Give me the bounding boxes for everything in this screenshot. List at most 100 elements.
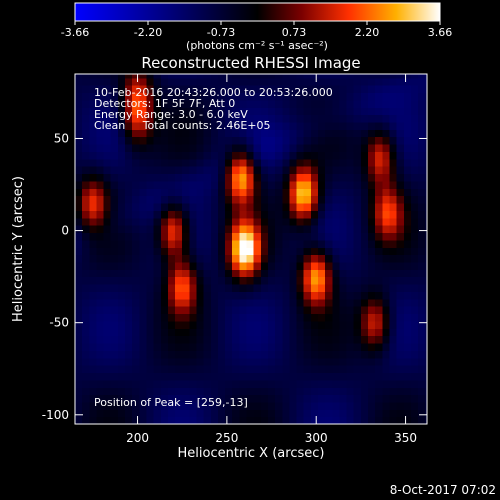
heatmap-cell — [360, 328, 369, 337]
heatmap-cell — [253, 254, 262, 263]
heatmap-cell — [175, 151, 183, 160]
heatmap-cell — [418, 394, 426, 403]
heatmap-cell — [368, 107, 376, 116]
heatmap-cell — [153, 350, 162, 359]
heatmap-cell — [425, 247, 427, 256]
heatmap-cell — [396, 298, 405, 307]
heatmap-cell — [267, 129, 276, 138]
heatmap-cell — [182, 387, 190, 396]
heatmap-cell — [418, 284, 426, 292]
heatmap-cell — [146, 166, 155, 175]
heatmap-cell — [75, 85, 83, 94]
heatmap-cell — [160, 121, 169, 130]
heatmap-cell — [239, 188, 248, 197]
heatmap-cell — [346, 77, 355, 86]
heatmap-cell — [296, 247, 305, 256]
heatmap-cell — [382, 136, 391, 145]
heatmap-cell — [403, 129, 412, 138]
heatmap-cell — [325, 372, 333, 381]
heatmap-cell — [289, 180, 298, 189]
heatmap-cell — [217, 232, 226, 241]
heatmap-cell — [332, 195, 341, 204]
heatmap-cell — [360, 416, 369, 424]
heatmap-cell — [282, 284, 291, 292]
heatmap-cell — [360, 77, 369, 86]
heatmap-cell — [75, 261, 83, 270]
heatmap-cell — [246, 401, 255, 410]
heatmap-cell — [182, 306, 190, 315]
heatmap-cell — [175, 217, 183, 226]
heatmap-cell — [96, 74, 105, 79]
heatmap-cell — [89, 284, 98, 292]
heatmap-cell — [396, 121, 405, 130]
heatmap-cell — [139, 144, 148, 152]
colorbar-ticks: -3.66 -2.20 -0.73 0.73 2.20 3.66 — [61, 21, 452, 39]
heatmap-cell — [260, 291, 269, 300]
heatmap-cell — [332, 99, 341, 108]
heatmap-cell — [253, 195, 262, 204]
heatmap-cell — [117, 239, 126, 248]
heatmap-cell — [275, 342, 283, 351]
heatmap-cell — [82, 394, 90, 403]
heatmap-cell — [167, 298, 176, 307]
heatmap-cell — [203, 114, 212, 123]
heatmap-cell — [146, 416, 155, 424]
heatmap-cell — [375, 195, 383, 204]
heatmap-cell — [167, 387, 176, 396]
heatmap-cell — [160, 357, 169, 366]
heatmap-cell — [110, 261, 119, 270]
heatmap-cell — [146, 121, 155, 130]
heatmap-cell — [260, 313, 269, 322]
heatmap-cell — [117, 335, 126, 344]
heatmap-cell — [375, 210, 383, 219]
heatmap-cell — [375, 151, 383, 160]
heatmap-cell — [175, 99, 183, 108]
heatmap-cell — [82, 151, 90, 160]
heatmap-cell — [339, 254, 348, 263]
heatmap-cell — [175, 173, 183, 182]
heatmap-cell — [389, 394, 398, 403]
heatmap-cell — [189, 210, 198, 219]
heatmap-cell — [368, 92, 376, 101]
heatmap-cell — [332, 394, 341, 403]
heatmap-cell — [125, 365, 133, 374]
heatmap-cell — [282, 247, 291, 256]
heatmap-cell — [103, 239, 112, 248]
heatmap-cell — [110, 151, 119, 160]
y-tick-label: -100 — [42, 408, 69, 422]
heatmap-cell — [132, 379, 140, 388]
heatmap-cell — [89, 328, 98, 337]
heatmap-cell — [360, 114, 369, 123]
heatmap-cell — [132, 394, 140, 403]
heatmap-cell — [89, 291, 98, 300]
heatmap-cell — [303, 328, 312, 337]
heatmap-cell — [267, 202, 276, 211]
heatmap-cell — [403, 313, 412, 322]
heatmap-cell — [210, 284, 219, 292]
heatmap-cell — [289, 269, 298, 278]
heatmap-cell — [289, 202, 298, 211]
heatmap-cell — [260, 276, 269, 285]
heatmap-cell — [282, 136, 291, 145]
heatmap-cell — [96, 99, 105, 108]
heatmap-cell — [246, 210, 255, 219]
heatmap-cell — [360, 394, 369, 403]
heatmap-cell — [332, 365, 341, 374]
heatmap-cell — [89, 357, 98, 366]
heatmap-cell — [189, 158, 198, 167]
heatmap-cell — [425, 188, 427, 197]
heatmap-cell — [153, 335, 162, 344]
heatmap-cell — [318, 74, 326, 79]
heatmap-cell — [296, 254, 305, 263]
heatmap-cell — [110, 313, 119, 322]
heatmap-cell — [289, 239, 298, 248]
heatmap-cell — [232, 114, 240, 123]
heatmap-cell — [410, 298, 419, 307]
heatmap-cell — [75, 313, 83, 322]
heatmap-cell — [82, 232, 90, 241]
heatmap-cell — [275, 217, 283, 226]
heatmap-cell — [167, 114, 176, 123]
heatmap-cell — [217, 136, 226, 145]
heatmap-cell — [346, 416, 355, 424]
heatmap-cell — [375, 416, 383, 424]
